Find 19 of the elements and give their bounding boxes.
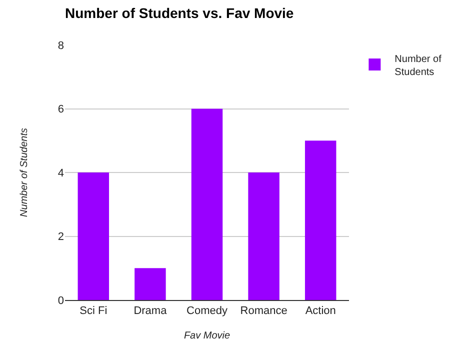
bar — [191, 108, 223, 300]
y-tick-label: 0 — [58, 294, 64, 307]
y-tick-label: 2 — [58, 231, 64, 244]
legend-label: Number of Students — [394, 54, 442, 78]
chart-title: Number of Students vs. Fav Movie — [65, 4, 294, 21]
y-tick-label: 8 — [58, 40, 64, 52]
x-tick-label: Drama — [134, 305, 168, 318]
y-tick-label: 4 — [58, 167, 64, 180]
bar — [78, 172, 110, 300]
x-tick-label: Comedy — [186, 305, 228, 318]
bar — [134, 268, 166, 300]
bar — [248, 172, 280, 300]
y-axis-title: Number of Students — [18, 128, 30, 217]
y-tick-label: 6 — [58, 104, 64, 116]
x-tick-label: Romance — [240, 305, 288, 318]
x-tick-label: Sci Fi — [80, 305, 108, 318]
bar — [304, 140, 336, 300]
x-axis-title: Fav Movie — [184, 330, 230, 342]
x-tick-label: Action — [305, 305, 336, 318]
